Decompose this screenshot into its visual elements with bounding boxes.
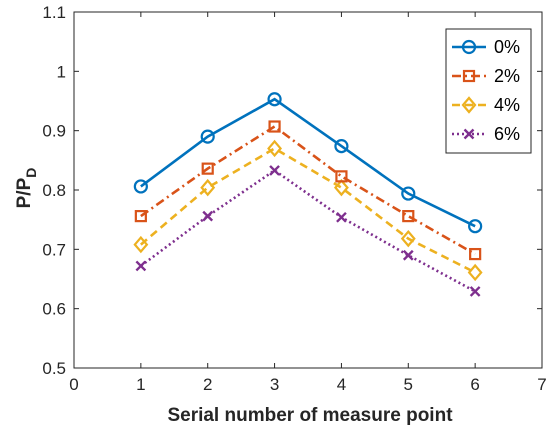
data-point (269, 165, 280, 176)
x-tick-label: 4 (337, 375, 346, 394)
legend-label: 0% (494, 37, 520, 57)
data-point (201, 162, 214, 175)
legend-marker (461, 96, 477, 114)
data-point (401, 186, 416, 201)
data-point (400, 229, 416, 248)
series-line (140, 97, 476, 228)
y-axis-label-subscript: D (23, 168, 39, 178)
legend-marker (462, 69, 476, 83)
series-layer (133, 92, 483, 297)
data-point (469, 286, 481, 297)
y-tick-label: 0.6 (42, 300, 66, 319)
series-line (140, 146, 476, 274)
data-point (200, 178, 216, 197)
y-tick-label: 0.9 (42, 122, 66, 141)
y-axis: 0.5 0.6 0.7 0.8 0.9 1 1.1 (42, 3, 542, 378)
legend-marker (463, 128, 475, 140)
data-point (135, 260, 147, 272)
data-point (334, 138, 349, 154)
data-point (267, 139, 283, 158)
data-point (202, 210, 214, 222)
data-point (133, 179, 148, 194)
legend-label: 4% (494, 95, 520, 115)
data-point (134, 210, 147, 223)
legend-entry: 4% (452, 95, 520, 115)
y-tick-label: 0.8 (42, 181, 66, 200)
x-tick-label: 1 (136, 375, 145, 394)
series-0pct (133, 92, 483, 234)
data-point (402, 210, 415, 223)
series-6pct (135, 165, 481, 297)
data-point (335, 170, 348, 183)
legend-box (445, 28, 532, 154)
y-axis-label-main: P/P (14, 177, 35, 208)
x-tick-label: 5 (404, 375, 413, 394)
data-point (402, 249, 414, 261)
legend-entry: 2% (452, 66, 520, 86)
legend-label: 2% (494, 66, 520, 86)
data-point (133, 235, 149, 254)
x-axis: 0 1 2 3 4 5 6 7 (69, 12, 547, 394)
legend-marker (461, 39, 477, 55)
legend-entry: 0% (452, 37, 520, 57)
data-point (467, 263, 483, 282)
legend: 0% 2% 4% 6% (445, 28, 532, 154)
series-4pct (133, 139, 483, 282)
x-tick-label: 2 (203, 375, 212, 394)
legend-label: 6% (494, 124, 520, 144)
data-point (268, 120, 281, 133)
y-axis-label: P/PD (14, 168, 39, 209)
y-tick-label: 1 (57, 62, 66, 81)
x-tick-label: 3 (270, 375, 279, 394)
y-tick-label: 1.1 (42, 3, 66, 22)
legend-entry: 6% (452, 124, 520, 144)
data-point (200, 129, 215, 144)
data-point (336, 211, 347, 223)
x-axis-label: Serial number of measure point (167, 405, 453, 426)
y-tick-label: 0.7 (42, 240, 66, 259)
data-point (333, 178, 349, 197)
x-tick-label: 0 (69, 375, 78, 394)
series-2pct (134, 120, 482, 261)
x-tick-label: 6 (470, 375, 479, 394)
data-point (469, 247, 482, 261)
x-tick-label: 7 (537, 375, 546, 394)
series-line (140, 168, 476, 293)
y-tick-label: 0.5 (42, 359, 66, 378)
data-point (267, 92, 282, 107)
data-point (468, 219, 483, 234)
